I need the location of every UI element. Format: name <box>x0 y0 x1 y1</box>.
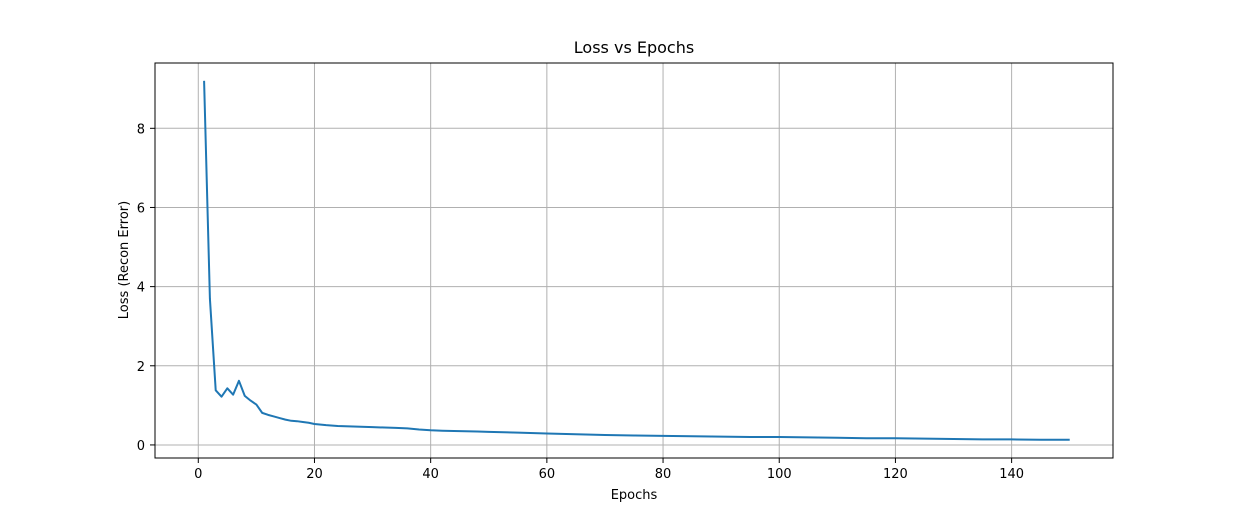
x-tick-label: 80 <box>655 467 672 482</box>
y-tick-label: 4 <box>137 281 145 296</box>
y-tick-label: 6 <box>137 201 145 216</box>
x-tick-label: 120 <box>883 467 908 482</box>
axis-ticks: 0 20 40 60 80 100 120 140 0 2 4 6 8 <box>137 122 1024 482</box>
grid-lines <box>155 63 1113 458</box>
y-tick-label: 0 <box>137 439 145 454</box>
x-tick-label: 140 <box>999 467 1024 482</box>
x-tick-label: 0 <box>194 467 202 482</box>
chart-title: Loss vs Epochs <box>574 38 694 57</box>
y-tick-label: 8 <box>137 122 145 137</box>
plot-area <box>203 80 1070 441</box>
x-tick-label: 100 <box>767 467 792 482</box>
x-tick-label: 60 <box>539 467 556 482</box>
x-axis-label: Epochs <box>611 488 658 503</box>
y-axis-label: Loss (Recon Error) <box>117 201 132 319</box>
x-tick-label: 20 <box>306 467 323 482</box>
x-tick-label: 40 <box>422 467 439 482</box>
y-tick-label: 2 <box>137 360 145 375</box>
loss-series-line <box>203 80 1070 441</box>
axes-frame <box>154 62 1114 459</box>
